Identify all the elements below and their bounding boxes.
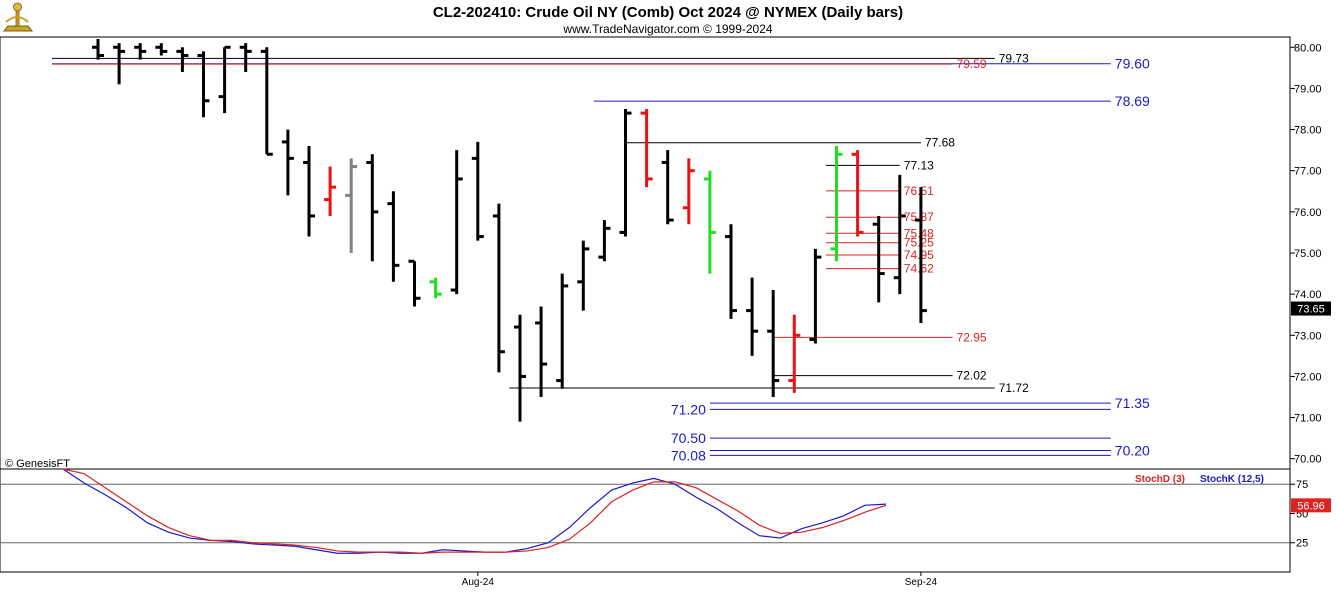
level-label: 79.60: [1115, 56, 1150, 72]
ohlc-bar: [682, 158, 695, 225]
price-axis-label: 75.00: [1294, 248, 1322, 260]
ohlc-bar: [619, 109, 632, 237]
ohlc-bar: [640, 109, 653, 188]
ohlc-bar: [303, 146, 315, 237]
ohlc-bar: [577, 240, 590, 311]
ohlc-bar: [260, 47, 273, 156]
level-label: 70.50: [671, 430, 706, 446]
ohlc-bar: [281, 129, 294, 196]
ohlc-bar: [746, 277, 759, 356]
price-axis-label: 79.00: [1294, 83, 1322, 95]
ohlc-bar: [830, 146, 843, 262]
price-levels: 79.73 79.60 79.59 78.69 77.68 77.13 76.51 75.87…: [52, 51, 1150, 463]
ohlc-bar: [492, 203, 505, 373]
level-label: 77.13: [904, 158, 934, 172]
price-axis-label: 77.00: [1294, 166, 1322, 178]
level-label: 74.62: [904, 262, 934, 276]
ohlc-bar: [535, 306, 548, 397]
price-axis-label: 74.00: [1294, 289, 1322, 301]
ohlc-bar: [767, 290, 780, 397]
ohlc-bar: [429, 277, 442, 299]
ohlc-bar: [218, 45, 231, 114]
price-panel-frame: [0, 36, 1291, 470]
stoch-series-line: [62, 468, 886, 554]
ohlc-bar: [239, 43, 252, 72]
level-label: 71.35: [1115, 395, 1150, 411]
price-axis-label: 78.00: [1294, 125, 1322, 137]
level-label: 75.48: [904, 226, 934, 240]
ohlc-bar: [893, 174, 906, 295]
price-axis-label: 76.00: [1294, 207, 1322, 219]
ohlc-bar: [809, 248, 822, 344]
stoch-axis-label: 25: [1296, 538, 1308, 550]
ohlc-bar: [725, 224, 737, 319]
price-axis-label: 72.00: [1294, 371, 1322, 383]
ohlc-bar: [788, 314, 801, 393]
level-label: 75.25: [904, 236, 934, 250]
ohlc-bar: [514, 314, 526, 422]
level-label: 78.69: [1115, 93, 1150, 109]
date-axis-label: Aug-24: [462, 577, 495, 588]
stoch-axis-label: 75: [1296, 479, 1308, 491]
price-axis-label: 73.00: [1294, 330, 1322, 342]
ohlc-bar: [471, 141, 484, 241]
level-label: 71.20: [671, 401, 706, 417]
last-price-label: 73.65: [1297, 304, 1325, 316]
chart-subtitle: www.TradeNavigator.com © 1999-2024: [562, 22, 772, 36]
level-label: 79.73: [999, 51, 1029, 65]
ohlc-bar: [598, 220, 611, 262]
ohlc-bar: [197, 51, 210, 118]
date-axis: Aug-24 Sep-24: [462, 572, 938, 588]
stoch-last-label: 56.96: [1297, 500, 1325, 512]
price-axis-label: 71.00: [1294, 413, 1322, 425]
ohlc-bar: [408, 259, 421, 307]
ohlc-bar: [176, 47, 189, 72]
logo-icon: [2, 2, 34, 32]
level-label: 75.87: [904, 210, 934, 224]
stoch-series-line: [62, 468, 887, 554]
ohlc-bar: [661, 150, 674, 225]
stoch-last-marker: [1291, 498, 1331, 513]
level-label: 70.20: [1115, 442, 1150, 458]
ohlc-bar: [872, 215, 885, 303]
last-price-marker: [1291, 301, 1331, 316]
ohlc-bar: [345, 158, 358, 253]
price-axis-label: 70.00: [1294, 454, 1322, 466]
level-label: 72.95: [957, 330, 987, 344]
price-axis-label: 80.00: [1294, 42, 1322, 54]
ohlc-bar: [113, 43, 126, 85]
level-label: 71.72: [999, 381, 1029, 395]
ohlc-bar: [556, 273, 569, 389]
date-axis-label: Sep-24: [905, 577, 938, 588]
level-label: 70.08: [671, 447, 706, 463]
stoch-legend-entry: StochD (3): [1135, 474, 1185, 485]
watermark: © GenesisFT: [5, 458, 70, 470]
ohlc-bar: [387, 191, 400, 282]
level-label: 79.59: [957, 57, 987, 71]
ohlc-bar: [134, 43, 147, 60]
level-label: 76.51: [904, 184, 934, 198]
ohlc-bar: [324, 166, 337, 216]
level-label: 77.68: [925, 136, 955, 150]
ohlc-bar: [450, 150, 463, 295]
price-bars: [92, 39, 927, 422]
chart-title: CL2-202410: Crude Oil NY (Comb) Oct 2024…: [433, 4, 903, 21]
ohlc-bar: [914, 187, 927, 323]
ohlc-bar: [155, 43, 168, 56]
ohlc-bar: [703, 170, 716, 274]
level-label: 74.95: [904, 248, 934, 262]
price-axis: 80.00 79.00 78.00 77.00 76.00 75.00 74.00 73.00…: [1290, 42, 1331, 466]
ohlc-bar: [92, 39, 104, 60]
ohlc-bar: [366, 154, 379, 262]
stoch-legend-entry: StochK (12,5): [1200, 474, 1264, 485]
level-label: 72.02: [957, 369, 987, 383]
ohlc-bar: [851, 150, 864, 237]
